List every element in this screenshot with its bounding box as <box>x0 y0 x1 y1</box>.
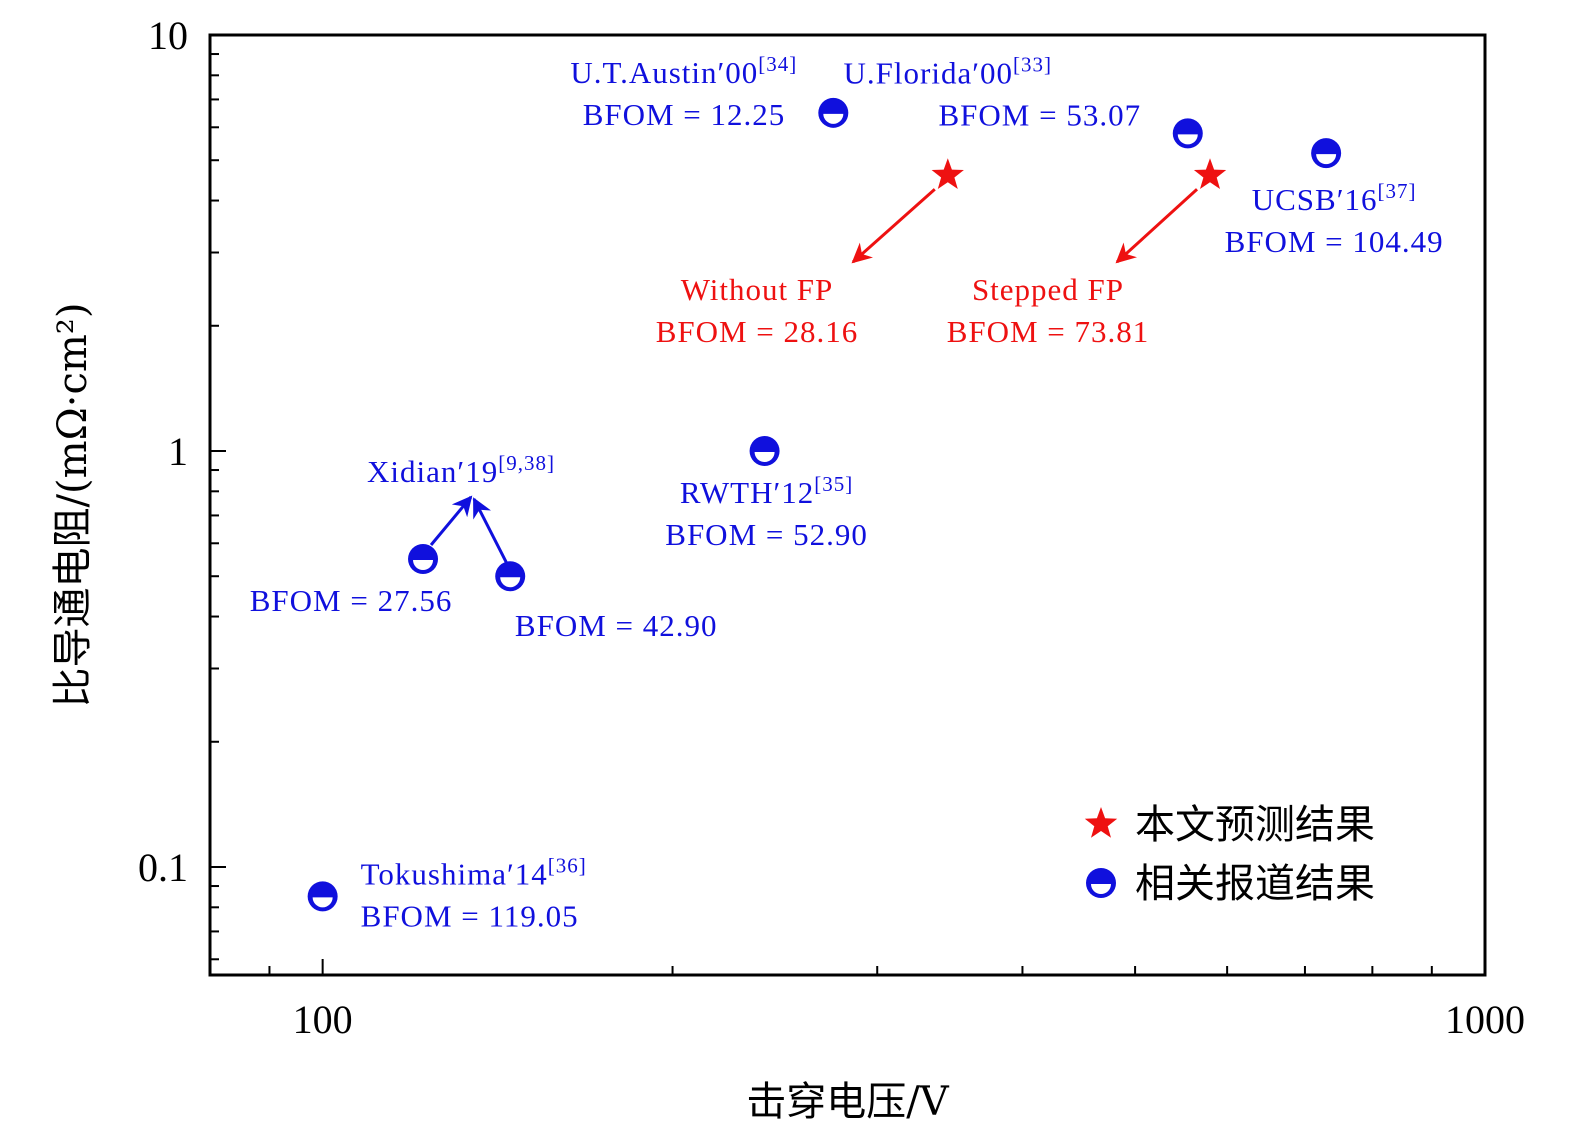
data-points <box>307 97 1342 912</box>
circle-point <box>1311 138 1342 169</box>
y-tick-label: 0.1 <box>138 845 188 890</box>
legend-circle-icon <box>1086 868 1116 898</box>
marker-highlight <box>1177 134 1198 145</box>
y-axis-title: 比导通电阻/(mΩ·cm²) <box>50 303 96 708</box>
marker-highlight <box>754 451 775 462</box>
bfom-label: BFOM = 28.16 <box>656 314 859 349</box>
point-label: U.T.Austin′00[34] <box>570 52 797 90</box>
star-point <box>931 158 964 189</box>
label-main: Xidian′19 <box>367 454 498 489</box>
bfom-label: BFOM = 52.90 <box>665 517 868 552</box>
bfom-label: Stepped FP <box>972 272 1124 307</box>
point-annotations: U.T.Austin′00[34] BFOM = 12.25 U.Florida′0… <box>250 52 1444 934</box>
marker-highlight <box>413 560 434 571</box>
bfom-label: BFOM = 42.90 <box>515 608 718 643</box>
marker-highlight <box>312 897 333 908</box>
marker-highlight <box>823 113 844 124</box>
plot-frame <box>208 33 1487 977</box>
bfom-label: Without FP <box>681 272 834 307</box>
bfom-label: BFOM = 53.07 <box>938 97 1141 132</box>
bfom-label: BFOM = 119.05 <box>361 898 579 933</box>
label-ref: [36] <box>548 853 587 877</box>
marker-highlight <box>1091 884 1111 894</box>
label-ref: [9,38] <box>498 451 555 475</box>
point-label: Xidian′19[9,38] <box>367 451 555 489</box>
point-label: UCSB′16[37] <box>1252 179 1417 217</box>
bfom-label: BFOM = 27.56 <box>250 583 453 618</box>
point-label: U.Florida′00[33] <box>844 52 1052 90</box>
marker-highlight <box>1316 154 1337 165</box>
arrow-xidian-1 <box>429 495 473 546</box>
circle-point <box>307 881 338 912</box>
bfom-label: BFOM = 104.49 <box>1225 224 1444 259</box>
marker-highlight <box>500 577 521 588</box>
circle-point <box>818 97 849 128</box>
legend-star-icon <box>1084 807 1118 838</box>
bfom-label: BFOM = 12.25 <box>583 97 786 132</box>
label-ref: [33] <box>1013 52 1052 76</box>
tick-labels: 100 1000 0.1 1 10 <box>138 13 1525 1042</box>
annotation-arrows <box>429 188 1199 563</box>
label-main: RWTH′12 <box>680 475 814 510</box>
label-ref: [37] <box>1378 179 1417 203</box>
y-tick-label: 1 <box>168 429 188 474</box>
legend-label-reported: 相关报道结果 <box>1135 861 1375 907</box>
point-label: RWTH′12[35] <box>680 472 853 510</box>
bfom-label: BFOM = 73.81 <box>947 314 1150 349</box>
x-axis-title: 击穿电压/V <box>746 1079 949 1125</box>
label-main: U.Florida′00 <box>844 55 1013 90</box>
circle-point <box>495 561 526 592</box>
x-tick-label: 1000 <box>1445 997 1525 1042</box>
label-main: U.T.Austin′00 <box>570 55 758 90</box>
arrow-xidian-2 <box>472 497 508 563</box>
star-point <box>1193 158 1227 189</box>
y-tick-label: 10 <box>148 13 188 58</box>
arrow-without-fp <box>851 188 936 264</box>
label-ref: [35] <box>814 472 853 496</box>
label-ref: [34] <box>758 52 797 76</box>
label-main: Tokushima′14 <box>361 856 548 891</box>
circle-point <box>749 435 780 466</box>
legend-label-predicted: 本文预测结果 <box>1135 802 1375 848</box>
label-main: UCSB′16 <box>1252 182 1378 217</box>
x-tick-label: 100 <box>293 997 353 1042</box>
circle-point <box>1172 118 1203 149</box>
point-label: Tokushima′14[36] <box>361 853 587 891</box>
circle-point <box>408 544 439 575</box>
arrow-stepped-fp <box>1115 188 1199 264</box>
